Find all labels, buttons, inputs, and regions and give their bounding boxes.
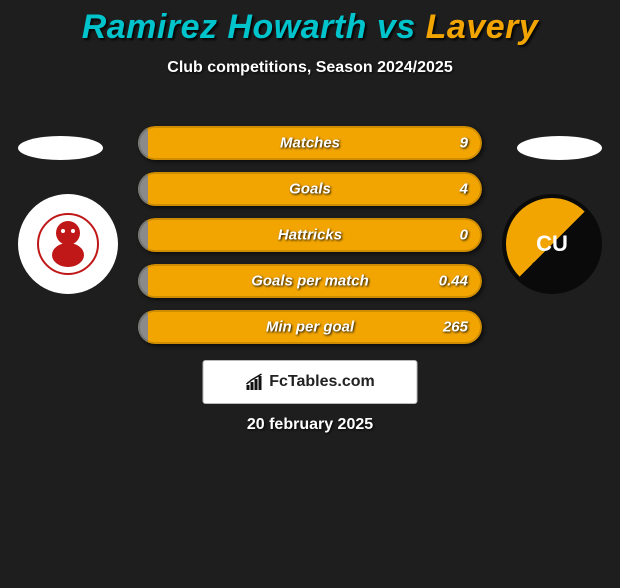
club-crest-left [18,194,118,294]
stat-row-left-fill [138,172,148,206]
brand-text: FcTables.com [269,373,375,391]
brand-chart-icon [245,373,267,391]
marker-left [18,136,103,160]
marker-right [517,136,602,160]
date: 20 february 2025 [247,416,373,434]
stat-right-value: 265 [443,319,468,336]
stat-right-value: 4 [460,181,468,198]
vs-text: vs [367,8,426,46]
stat-right-value: 0 [460,227,468,244]
stat-label: Matches [280,135,340,152]
subtitle: Club competitions, Season 2024/2025 [0,59,620,77]
stat-row-left-fill [138,264,148,298]
crest-right-text: CU [536,231,568,257]
stat-row: Goals 4 [138,172,482,206]
player-2-name: Lavery [426,8,539,46]
crest-left-circle [18,194,118,294]
club-crest-right: CU [502,194,602,294]
stat-row: Min per goal 265 [138,310,482,344]
brand-box[interactable]: FcTables.com [203,360,418,404]
stat-row-left-fill [138,310,148,344]
stats-container: Matches 9 Goals 4 Hattricks 0 Goals per match 0… [138,126,482,356]
stat-right-value: 0.44 [439,273,468,290]
stat-row: Goals per match 0.44 [138,264,482,298]
stat-row-left-fill [138,218,148,252]
stat-right-value: 9 [460,135,468,152]
stat-row: Matches 9 [138,126,482,160]
stat-label: Hattricks [278,227,342,244]
stat-label: Min per goal [266,319,354,336]
stat-label: Goals [289,181,331,198]
comparison-title: Ramirez Howarth vs Lavery [0,8,620,47]
stat-label: Goals per match [251,273,369,290]
stat-row: Hattricks 0 [138,218,482,252]
stat-row-left-fill [138,126,148,160]
crest-right-circle: CU [502,194,602,294]
player-1-name: Ramirez Howarth [82,8,367,46]
